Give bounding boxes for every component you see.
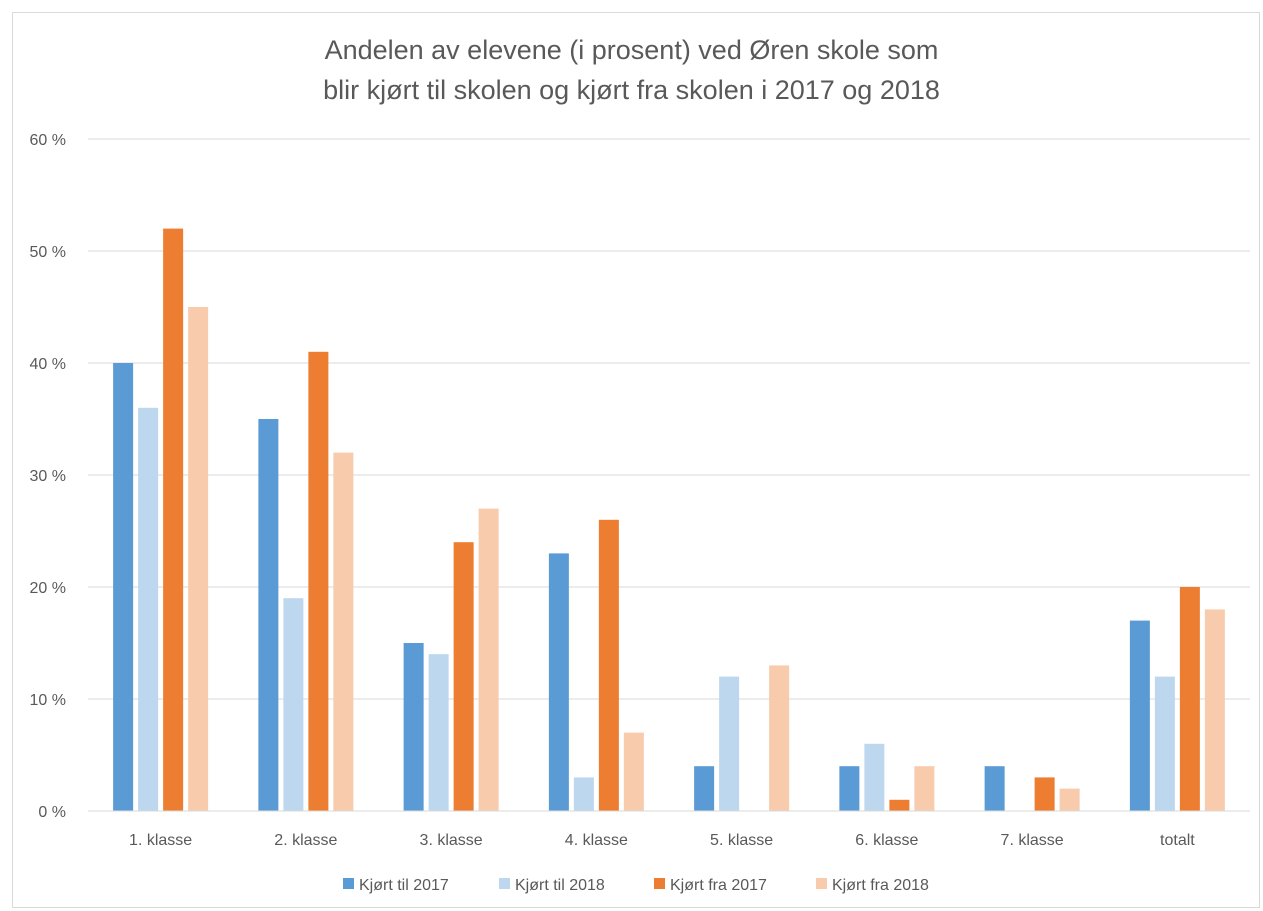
bar — [769, 665, 790, 811]
legend-item: Kjørt fra 2017 — [654, 877, 767, 894]
bar — [1204, 609, 1225, 811]
y-tick-label: 10 % — [30, 692, 66, 709]
bar — [548, 553, 569, 811]
bar — [864, 743, 885, 811]
x-category-label: 1. klasse — [129, 832, 192, 849]
gridlines — [88, 138, 1250, 700]
bar — [1034, 777, 1055, 811]
bar — [188, 307, 209, 811]
series-2 — [138, 407, 1175, 811]
x-category-label: 5. klasse — [710, 832, 773, 849]
bar — [1059, 788, 1080, 811]
bar — [453, 542, 474, 811]
bar — [719, 676, 740, 811]
x-category-label: 3. klasse — [420, 832, 483, 849]
bar — [113, 363, 134, 811]
legend-swatch — [499, 878, 510, 889]
legend-label: Kjørt til 2018 — [515, 877, 605, 894]
bar — [258, 419, 279, 811]
legend-item: Kjørt til 2017 — [343, 877, 449, 894]
bar — [403, 643, 424, 811]
series-4 — [188, 307, 1225, 811]
legend-swatch — [654, 878, 665, 889]
legend-label: Kjørt fra 2017 — [670, 877, 767, 894]
x-category-label: 6. klasse — [855, 832, 918, 849]
bar — [623, 732, 644, 811]
x-category-label: 4. klasse — [565, 832, 628, 849]
legend-swatch — [343, 878, 354, 889]
y-tick-label: 20 % — [30, 580, 66, 597]
bar — [598, 519, 619, 811]
legend-label: Kjørt til 2017 — [359, 877, 449, 894]
x-category-label: totalt — [1160, 832, 1195, 849]
legend: Kjørt til 2017 Kjørt til 2018 Kjørt fra 20… — [343, 877, 929, 894]
bar — [914, 766, 935, 811]
y-tick-label: 30 % — [30, 468, 66, 485]
series-3 — [163, 228, 1200, 812]
bars — [113, 228, 1225, 812]
y-tick-label: 0 % — [38, 804, 66, 821]
legend-item: Kjørt fra 2018 — [816, 877, 929, 894]
x-axis-category-labels: 1. klasse 2. klasse 3. klasse 4. klasse 5. k… — [129, 832, 1195, 849]
chart-title-line-1: Andelen av elevene (i prosent) ved Øren … — [324, 35, 939, 65]
y-axis-tick-labels: 0 % 10 % 20 % 30 % 40 % 50 % 60 % — [30, 132, 66, 821]
bar — [1129, 620, 1150, 811]
y-tick-label: 50 % — [30, 244, 66, 261]
bar — [984, 766, 1005, 811]
bar — [428, 654, 449, 811]
bar — [138, 407, 159, 811]
y-tick-label: 40 % — [30, 356, 66, 373]
bar — [1179, 587, 1200, 811]
bar — [1154, 676, 1175, 811]
bar — [839, 766, 860, 811]
series-1 — [113, 363, 1150, 811]
legend-swatch — [816, 878, 827, 889]
legend-label: Kjørt fra 2018 — [832, 877, 929, 894]
bar — [163, 228, 184, 812]
x-category-label: 2. klasse — [274, 832, 337, 849]
bar — [889, 799, 910, 811]
y-tick-label: 60 % — [30, 132, 66, 149]
x-category-label: 7. klasse — [1001, 832, 1064, 849]
chart-title: Andelen av elevene (i prosent) ved Øren … — [0, 30, 1263, 110]
bar — [308, 351, 329, 811]
bar — [478, 508, 499, 811]
bar — [333, 452, 354, 811]
bar — [694, 766, 715, 811]
legend-item: Kjørt til 2018 — [499, 877, 605, 894]
bar — [283, 598, 304, 811]
chart-title-line-2: blir kjørt til skolen og kjørt fra skole… — [323, 75, 940, 105]
bar — [573, 777, 594, 811]
